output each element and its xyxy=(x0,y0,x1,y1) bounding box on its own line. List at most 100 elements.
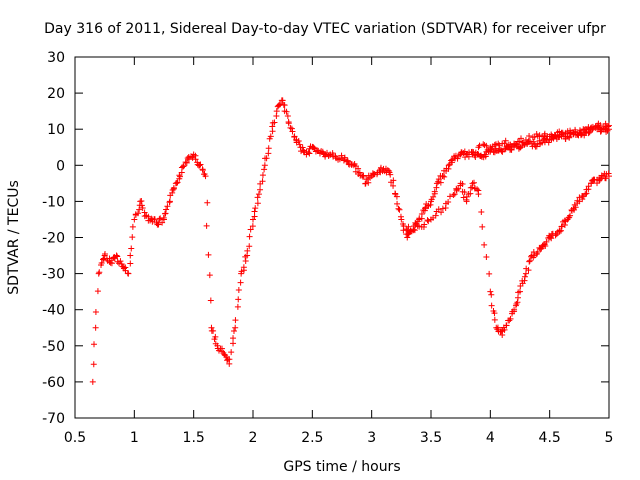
data-point xyxy=(100,256,107,263)
data-point xyxy=(604,123,611,130)
data-point xyxy=(129,234,136,241)
x-tick-label: 4 xyxy=(486,430,495,446)
data-point xyxy=(507,315,514,322)
data-point xyxy=(585,130,592,137)
data-point xyxy=(411,227,418,234)
data-point xyxy=(230,327,237,334)
data-point xyxy=(501,140,508,147)
data-point xyxy=(261,162,268,169)
data-point xyxy=(265,150,272,157)
data-point xyxy=(433,184,440,191)
data-point xyxy=(360,173,367,180)
data-point xyxy=(606,122,612,129)
data-point xyxy=(526,257,533,264)
data-point xyxy=(572,204,579,211)
data-point xyxy=(480,141,487,148)
data-point xyxy=(418,211,425,218)
data-point xyxy=(102,251,109,258)
data-point xyxy=(488,302,495,309)
data-point xyxy=(230,340,237,347)
data-point xyxy=(506,317,513,324)
data-point xyxy=(279,97,286,104)
data-point xyxy=(271,119,278,126)
data-point xyxy=(534,248,541,255)
data-point xyxy=(291,133,298,140)
data-point xyxy=(481,241,488,248)
data-point xyxy=(263,155,270,162)
data-point xyxy=(439,173,446,180)
data-point xyxy=(182,159,189,166)
y-tick-label: -20 xyxy=(42,231,65,247)
data-point xyxy=(204,199,211,206)
data-point xyxy=(484,146,491,153)
data-point xyxy=(469,180,476,187)
data-point xyxy=(548,131,555,138)
data-point xyxy=(180,163,187,170)
data-point xyxy=(113,252,120,259)
data-point xyxy=(148,215,155,222)
data-point xyxy=(355,165,362,172)
data-point xyxy=(155,221,162,228)
data-point xyxy=(129,223,136,230)
data-point xyxy=(135,210,142,217)
data-point xyxy=(566,133,573,140)
data-point xyxy=(246,243,253,250)
data-point xyxy=(365,179,372,186)
chart-title: Day 316 of 2011, Sidereal Day-to-day VTE… xyxy=(44,21,606,37)
x-tick-label: 3.5 xyxy=(420,430,442,446)
data-point xyxy=(526,258,533,265)
data-point xyxy=(543,238,550,245)
data-point xyxy=(438,209,445,216)
data-point xyxy=(249,223,256,230)
data-point xyxy=(470,179,477,186)
data-point xyxy=(486,270,493,277)
data-point xyxy=(603,128,610,135)
data-point xyxy=(586,129,593,136)
data-point xyxy=(110,254,117,261)
data-point xyxy=(576,127,583,134)
data-point xyxy=(394,200,401,207)
data-point xyxy=(526,132,533,139)
data-point xyxy=(491,310,498,317)
data-point xyxy=(525,267,532,274)
data-point xyxy=(437,179,444,186)
data-point xyxy=(390,182,397,189)
data-point xyxy=(89,378,96,385)
data-point xyxy=(164,203,171,210)
data-points xyxy=(89,97,612,385)
data-point xyxy=(299,144,306,151)
data-point xyxy=(451,191,458,198)
data-point xyxy=(136,206,143,213)
data-point xyxy=(516,138,523,145)
data-point xyxy=(240,264,247,271)
data-point xyxy=(561,217,568,224)
data-point xyxy=(567,212,574,219)
data-point xyxy=(287,124,294,131)
data-point xyxy=(235,287,242,294)
data-point xyxy=(254,200,261,207)
data-point xyxy=(151,216,158,223)
data-point xyxy=(251,208,258,215)
data-point xyxy=(511,306,518,313)
data-point xyxy=(174,179,181,186)
data-point xyxy=(548,235,555,242)
data-point xyxy=(525,138,532,145)
data-point xyxy=(517,144,524,151)
data-point xyxy=(107,259,114,266)
data-point xyxy=(410,226,417,233)
data-point xyxy=(435,176,442,183)
y-tick-label: 0 xyxy=(56,158,65,174)
data-point xyxy=(127,260,134,267)
data-point xyxy=(572,128,579,135)
data-point xyxy=(395,205,402,212)
data-point xyxy=(441,173,448,180)
plot-frame xyxy=(74,56,610,419)
data-point xyxy=(169,189,176,196)
data-point xyxy=(487,288,494,295)
data-point xyxy=(435,178,442,185)
data-point xyxy=(206,272,213,279)
data-point xyxy=(488,291,495,298)
data-point xyxy=(501,326,508,333)
data-point xyxy=(257,186,264,193)
